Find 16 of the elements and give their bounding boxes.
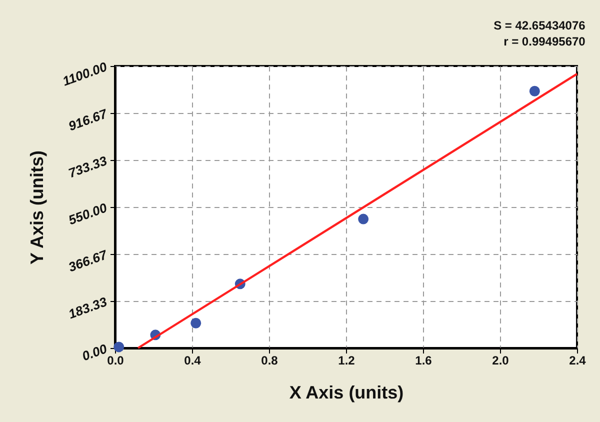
y-tick-label: 183.33 <box>66 294 110 322</box>
x-tick-label: 1.2 <box>338 354 356 368</box>
text: S = 42.65434076 <box>494 18 586 32</box>
x-tick-label: 0.4 <box>184 354 202 368</box>
y-tick-label: 916.67 <box>66 106 110 134</box>
y-tick-label: 733.33 <box>66 152 110 181</box>
y-tick-label: 550.00 <box>66 200 110 228</box>
y-axis-title: Y Axis (units) <box>27 150 48 265</box>
text: r = 0.99495670 <box>504 34 586 48</box>
x-tick-label: 0.0 <box>107 354 124 368</box>
x-axis-title: X Axis (units) <box>289 382 404 402</box>
x-tick-label: 2.0 <box>492 354 510 368</box>
x-tick-label: 2.4 <box>569 354 586 368</box>
x-tick-label: 1.6 <box>415 354 432 368</box>
x-tick-label: 0.8 <box>261 354 278 368</box>
y-tick-label: 366.67 <box>66 246 110 275</box>
